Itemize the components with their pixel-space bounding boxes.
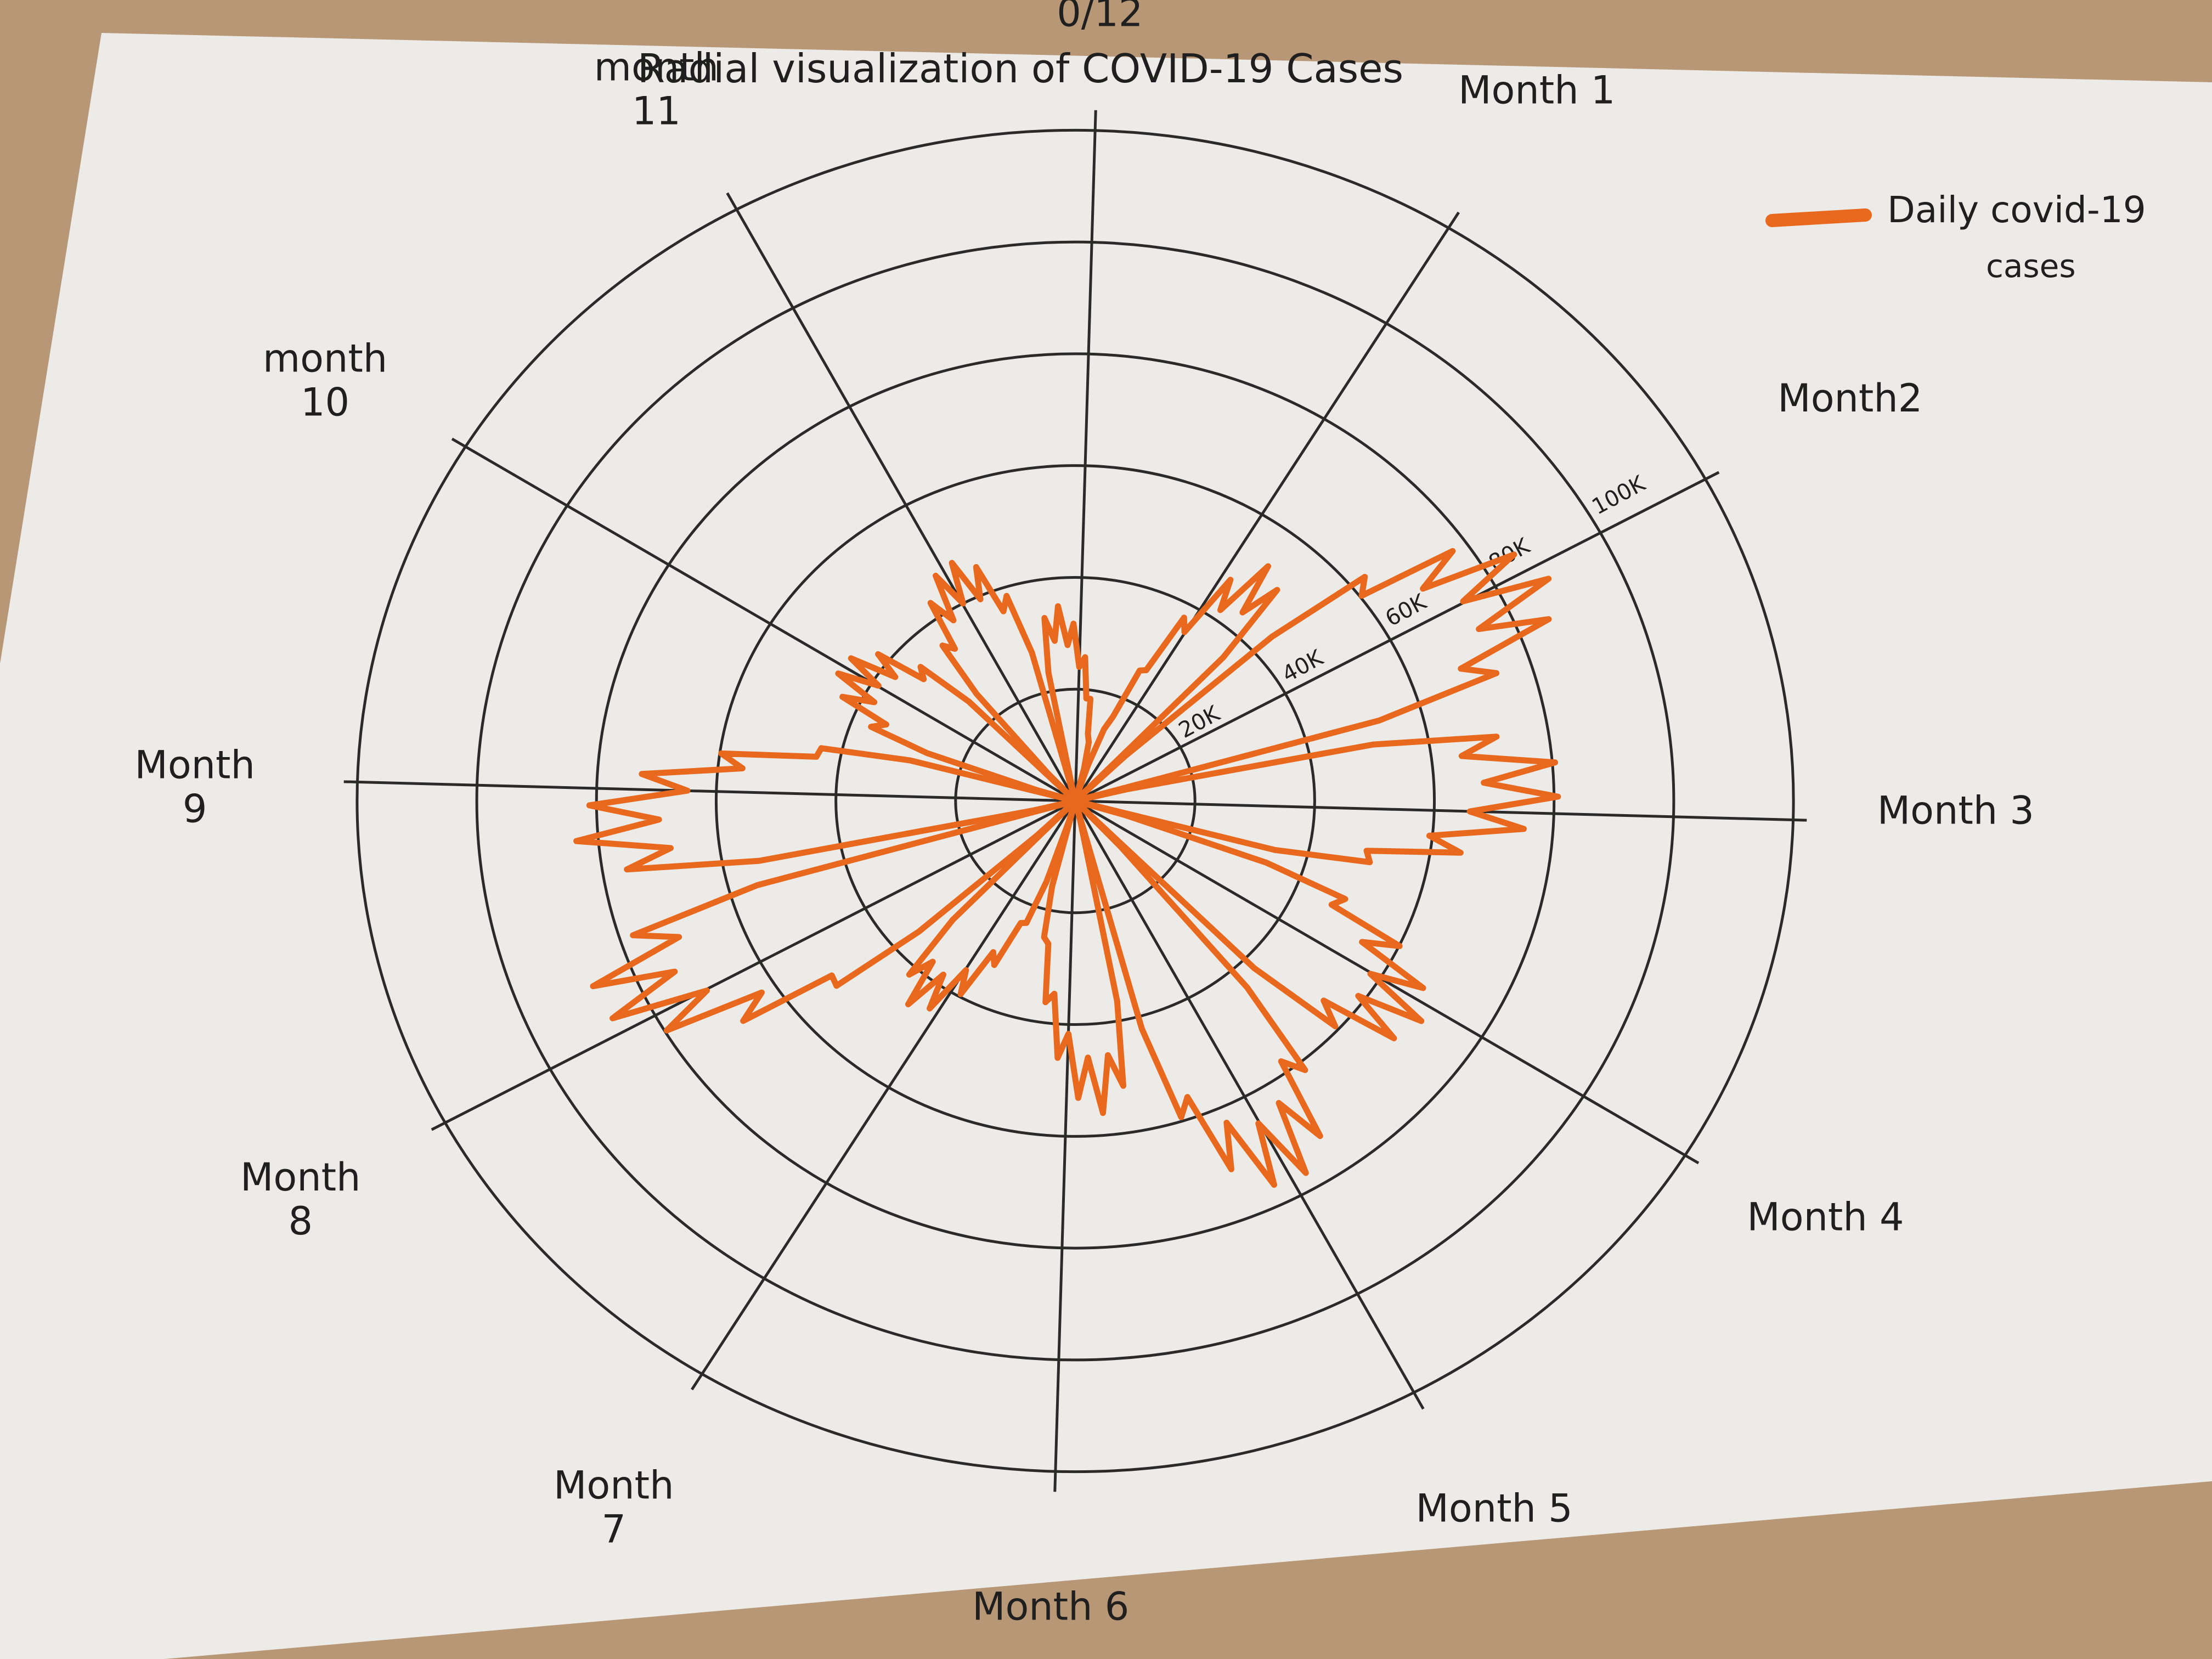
month-label-3: Month 3: [1877, 788, 2034, 833]
ring-1: [954, 687, 1197, 915]
spoke-9: [343, 780, 1076, 803]
month-label-2: Month2: [1778, 376, 1922, 421]
month-label-5: Month 5: [1416, 1486, 1573, 1531]
spoke-6: [1053, 800, 1077, 1492]
spoke-1: [1074, 211, 1460, 802]
legend-swatch: [1765, 208, 1872, 227]
ring-3: [714, 464, 1436, 1138]
spoke-4: [1074, 799, 1700, 1165]
month-label-9: Month 9: [134, 742, 255, 831]
month-label-7: Month 7: [554, 1463, 674, 1552]
month-label-10: month 10: [263, 336, 387, 425]
month-label-11: month 11: [594, 45, 719, 134]
spoke-7: [691, 800, 1077, 1391]
month-label-6: Month 6: [972, 1584, 1129, 1629]
month-label-1: Month 1: [1458, 67, 1615, 112]
month-label-0: Month0/12: [1040, 0, 1160, 35]
month-labels: Month0/12 Month 1 Month2 Month 3 Month 4 Mont…: [134, 0, 2034, 1629]
legend-label-line-1: Daily covid-19: [1887, 189, 2146, 231]
spoke-8: [431, 799, 1076, 1131]
ring-6: [356, 128, 1795, 1474]
ring-2: [834, 575, 1316, 1026]
spoke-2: [1074, 471, 1720, 803]
legend-label-line-2: cases: [1986, 247, 2076, 285]
series-line-0: [573, 548, 1561, 1188]
legend: Daily covid-19 cases: [1765, 189, 2146, 285]
month-label-8: Month 8: [240, 1155, 360, 1244]
ring-4: [595, 352, 1556, 1250]
spoke-5: [1074, 800, 1425, 1410]
paper-sheet: [0, 33, 2212, 1659]
ring-5: [475, 240, 1675, 1362]
polar-grid: [343, 110, 1807, 1492]
series-layer: [573, 548, 1561, 1188]
spoke-10: [451, 437, 1076, 803]
spoke-11: [726, 192, 1077, 802]
spoke-0: [1074, 110, 1097, 802]
month-label-4: Month 4: [1747, 1194, 1904, 1239]
spoke-3: [1075, 799, 1807, 822]
chart-title: Radial visualization of COVID-19 Cases: [637, 46, 1403, 92]
